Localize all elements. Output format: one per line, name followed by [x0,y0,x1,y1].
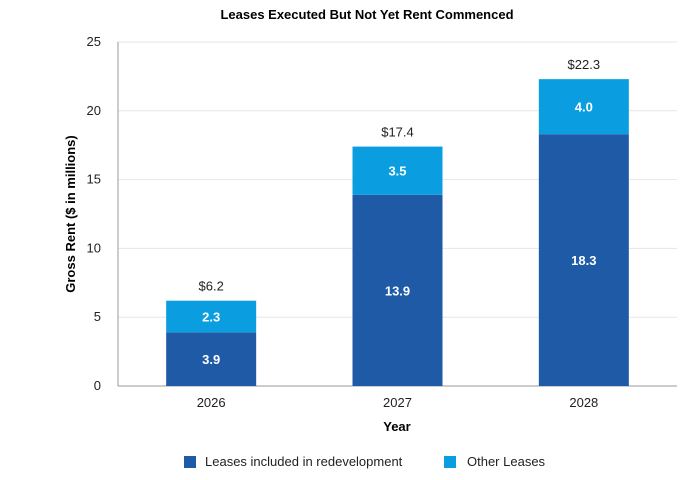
total-label-2028: $22.3 [568,57,601,72]
chart-title: Leases Executed But Not Yet Rent Commenc… [220,7,513,22]
data-label-2027-redevelopment: 13.9 [385,283,410,298]
x-tick-label-2026: 2026 [197,395,226,410]
y-tick-label-5: 5 [94,309,101,324]
data-label-2028-redevelopment: 18.3 [571,253,596,268]
y-tick-label-0: 0 [94,378,101,393]
x-axis-label: Year [383,419,410,434]
bar-2026-redevelopment [166,332,257,386]
data-labels: 3.9 2.3 $6.2 13.9 3.5 $17.4 18.3 4.0 $22.3 [199,57,601,367]
y-tick-label-15: 15 [87,172,101,187]
data-label-2026-other-leases: 2.3 [202,310,220,325]
data-label-2026-redevelopment: 3.9 [202,352,220,367]
data-label-2028-other-leases: 4.0 [575,100,593,115]
legend: Leases included in redevelopment Other L… [184,454,546,469]
legend-swatch-redevelopment [184,456,196,468]
y-axis-label: Gross Rent ($ in millions) [63,135,78,292]
total-label-2027: $17.4 [381,125,414,140]
y-tick-label-20: 20 [87,103,101,118]
bar-2028-other-leases [538,79,629,135]
x-tick-label-2028: 2028 [569,395,598,410]
legend-swatch-other-leases [444,456,456,468]
legend-label-redevelopment: Leases included in redevelopment [205,454,403,469]
bar-2028-redevelopment [538,134,629,386]
bars [166,79,629,386]
y-tick-label-25: 25 [87,34,101,49]
data-label-2027-other-leases: 3.5 [388,164,406,179]
bar-2027-redevelopment [352,194,443,386]
y-tick-label-10: 10 [87,240,101,255]
total-label-2026: $6.2 [199,279,224,294]
x-tick-label-2027: 2027 [383,395,412,410]
bar-2027-other-leases [352,146,443,195]
bar-2026-other-leases [166,300,257,333]
legend-label-other-leases: Other Leases [467,454,546,469]
